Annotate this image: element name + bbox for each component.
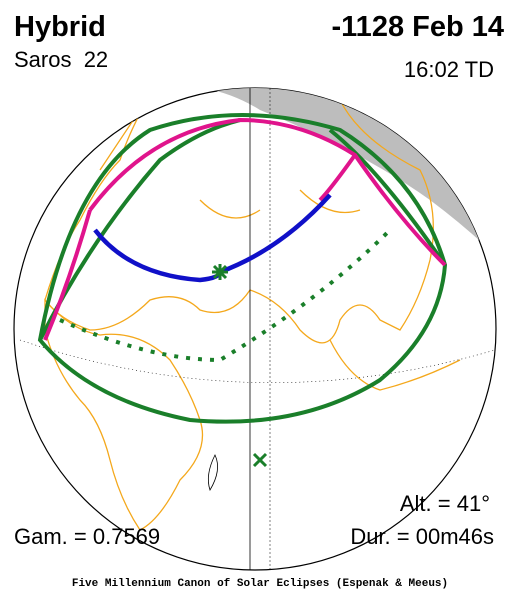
- greatest-eclipse-marker: [212, 264, 228, 280]
- gamma: Gam. = 0.7569: [14, 524, 160, 549]
- eclipse-type: Hybrid: [14, 11, 106, 43]
- credit: Five Millennium Canon of Solar Eclipses …: [72, 578, 448, 590]
- penumbra-limit: [37, 113, 448, 424]
- africa: [44, 298, 204, 531]
- rise-set-curve: [43, 153, 357, 341]
- saros: Saros 22: [14, 47, 108, 72]
- madagascar: [207, 454, 218, 491]
- equator: [19, 339, 496, 383]
- subsolar-marker: [252, 452, 268, 468]
- islands: [329, 339, 461, 391]
- altitude: Alt. = 41°: [400, 491, 490, 516]
- eclipse-date: -1128 Feb 14: [332, 11, 505, 43]
- max-eclipse-line: [59, 228, 392, 363]
- rise-set-curve: [88, 117, 447, 267]
- time: 16:02 TD: [404, 57, 494, 82]
- duration: Dur. = 00m46s: [350, 524, 494, 549]
- penumbra-limit: [38, 118, 447, 341]
